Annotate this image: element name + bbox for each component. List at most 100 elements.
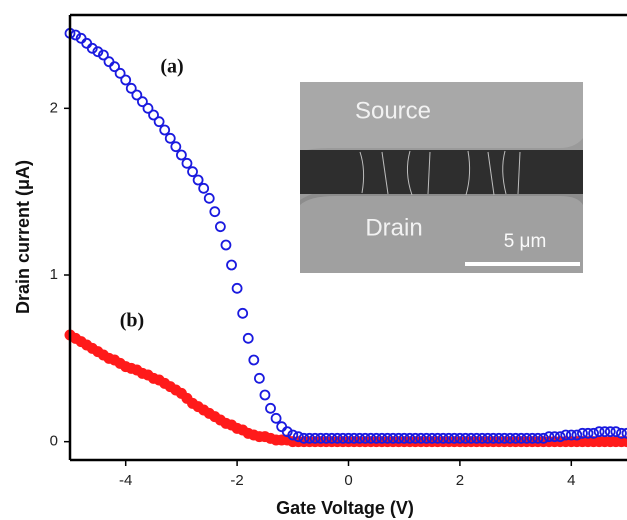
data-point <box>565 429 577 441</box>
data-point <box>549 431 560 443</box>
y-axis-label: Drain current (μA) <box>13 160 33 314</box>
data-point <box>337 432 349 444</box>
data-point <box>203 192 215 204</box>
x-tick-label: -2 <box>230 472 243 489</box>
data-point <box>471 432 483 444</box>
data-point <box>376 432 388 444</box>
data-point <box>510 432 521 444</box>
data-point <box>515 432 527 444</box>
data-point <box>315 432 327 444</box>
data-point <box>92 46 104 58</box>
y-tick-label: 1 <box>50 266 58 283</box>
data-point <box>253 372 265 384</box>
data-point <box>175 149 187 161</box>
data-point <box>621 427 627 439</box>
data-point <box>181 157 193 169</box>
data-point <box>482 432 494 444</box>
data-point <box>465 432 477 444</box>
data-point <box>103 56 115 68</box>
data-point <box>421 432 432 444</box>
data-point <box>621 436 627 448</box>
data-point <box>259 389 271 401</box>
data-point <box>593 426 605 438</box>
data-point <box>521 432 533 444</box>
data-point <box>320 432 332 444</box>
inset-image: Source Drain 5 μm <box>300 82 583 273</box>
inset-source <box>300 82 583 152</box>
data-point <box>443 432 455 444</box>
data-point <box>571 429 583 441</box>
data-point <box>370 432 382 444</box>
data-point <box>304 432 315 444</box>
data-point <box>164 132 176 144</box>
data-point <box>432 432 444 444</box>
data-point <box>86 42 98 54</box>
data-point <box>437 432 449 444</box>
data-point <box>142 102 154 114</box>
data-point <box>476 432 488 444</box>
x-tick-label: 0 <box>344 472 352 489</box>
data-point <box>504 432 516 444</box>
data-point <box>220 239 232 251</box>
data-point <box>493 432 505 444</box>
data-point <box>409 432 421 444</box>
data-point <box>448 432 460 444</box>
data-point <box>81 37 93 49</box>
data-point <box>192 174 204 186</box>
x-tick-label: 4 <box>567 472 575 489</box>
data-point <box>131 89 143 101</box>
data-point <box>248 354 260 366</box>
data-point <box>526 432 538 444</box>
data-point <box>281 426 293 438</box>
data-point <box>125 82 137 94</box>
data-point <box>231 282 243 294</box>
data-point <box>604 426 616 438</box>
data-point <box>582 427 594 439</box>
inset-drain <box>300 196 583 273</box>
data-point <box>298 432 310 444</box>
data-point <box>109 61 120 73</box>
data-point <box>98 49 109 61</box>
data-point <box>209 206 221 218</box>
data-point <box>214 221 226 233</box>
scale-label: 5 μm <box>504 231 547 252</box>
data-point <box>226 259 237 271</box>
data-point <box>415 432 427 444</box>
y-tick-label: 0 <box>50 433 58 450</box>
scale-bar <box>465 262 580 266</box>
inset-label: Drain <box>365 214 422 241</box>
data-point <box>538 432 549 444</box>
data-point <box>354 432 366 444</box>
data-point <box>343 432 354 444</box>
data-point <box>487 432 499 444</box>
data-point <box>382 432 393 444</box>
data-point <box>588 427 599 439</box>
data-point <box>292 431 304 443</box>
inset-label: Source <box>355 97 431 124</box>
inset-channel <box>300 150 583 194</box>
data-point <box>331 432 343 444</box>
data-point <box>454 432 466 444</box>
data-point <box>148 109 159 121</box>
data-point <box>187 166 198 178</box>
data-point <box>554 431 566 443</box>
data-point <box>120 74 132 86</box>
data-point <box>170 141 182 153</box>
data-point <box>460 432 471 444</box>
inset-nanotubes <box>359 150 521 196</box>
data-point <box>365 432 377 444</box>
annotation: (b) <box>120 310 144 332</box>
data-point <box>270 412 282 424</box>
data-point <box>560 429 572 441</box>
data-point <box>287 429 299 441</box>
data-point <box>599 426 611 438</box>
data-point <box>153 116 165 128</box>
data-point <box>326 432 338 444</box>
plot-area <box>64 27 627 448</box>
data-point <box>543 431 555 443</box>
data-point <box>398 432 410 444</box>
data-point <box>499 432 510 444</box>
data-point <box>265 402 276 414</box>
data-point <box>387 432 399 444</box>
